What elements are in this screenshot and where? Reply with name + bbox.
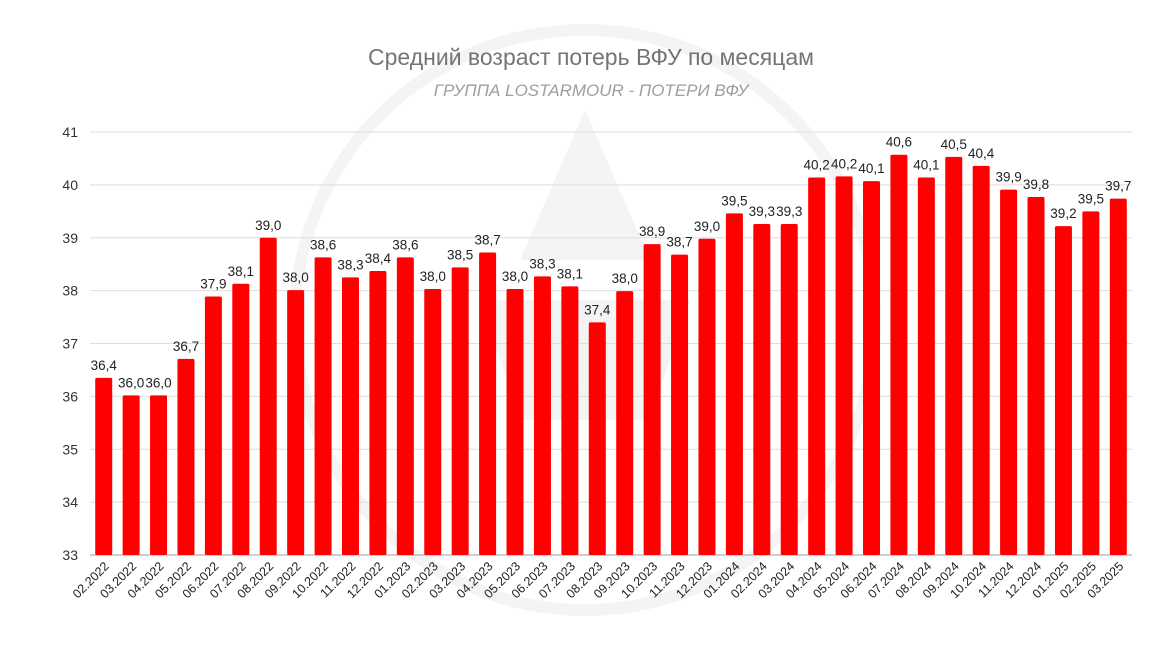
data-label: 39,8 [1023, 177, 1049, 192]
y-tick-label: 34 [62, 494, 78, 510]
y-tick-label: 36 [62, 388, 78, 404]
data-label: 36,0 [145, 375, 171, 390]
bar-02.2022 [95, 377, 113, 555]
y-tick-label: 39 [62, 230, 78, 246]
data-label: 36,0 [118, 375, 144, 390]
bar-06.2024 [863, 181, 880, 555]
data-label: 38,9 [639, 224, 665, 239]
bar-11.2024 [1000, 189, 1018, 556]
x-axis-ticks: 02.202203.202204.202205.202206.202207.20… [70, 559, 1126, 601]
data-label: 40,5 [941, 137, 967, 152]
data-label: 38,0 [420, 269, 446, 284]
bar-04.2023 [479, 252, 497, 555]
data-label: 38,0 [283, 270, 309, 285]
bars [95, 154, 1127, 556]
y-tick-label: 40 [62, 177, 78, 193]
data-label: 39,7 [1105, 179, 1131, 194]
data-label: 38,6 [310, 237, 336, 252]
data-label: 38,0 [502, 269, 528, 284]
chart-subtitle: ГРУППА LOSTARMOUR - ПОТЕРИ ВФУ [433, 81, 749, 100]
bar-01.2024 [725, 213, 743, 556]
data-label: 39,5 [721, 193, 747, 208]
bar-12.2024 [1027, 197, 1045, 555]
data-label: 39,5 [1078, 191, 1104, 206]
data-label: 39,0 [694, 219, 720, 234]
data-label: 38,3 [529, 256, 555, 271]
bar-05.2022 [177, 358, 195, 555]
data-label: 37,4 [584, 302, 611, 317]
data-label: 36,7 [173, 339, 199, 354]
data-label: 40,2 [831, 156, 857, 171]
bar-12.2022 [369, 271, 387, 555]
bar-10.2023 [643, 244, 661, 555]
data-label: 40,1 [913, 157, 939, 172]
bar-11.2023 [671, 254, 689, 556]
bar-03.2022 [122, 395, 140, 555]
data-label: 38,0 [612, 271, 638, 286]
bar-05.2024 [835, 176, 853, 556]
data-label: 38,4 [365, 251, 392, 266]
data-label: 38,5 [447, 247, 473, 262]
data-label: 40,4 [968, 146, 995, 161]
bar-01.2025 [1054, 226, 1072, 555]
bar-08.2024 [917, 177, 935, 555]
bar-07.2023 [561, 286, 579, 555]
data-label: 40,6 [886, 135, 912, 150]
bar-06.2023 [533, 276, 551, 555]
data-label: 39,2 [1050, 206, 1076, 221]
bar-09.2023 [616, 291, 634, 555]
bar-02.2025 [1082, 211, 1100, 555]
bar-09.2024 [945, 156, 963, 555]
bar-10.2022 [314, 257, 332, 555]
data-label: 39,9 [995, 170, 1021, 185]
data-labels: 36,436,0 36,036,737,938,139,038,038,638,3… [91, 135, 1132, 391]
data-label: 39,0 [255, 218, 281, 233]
bar-09.2022 [287, 290, 305, 555]
bar-04.2024 [808, 177, 826, 555]
y-tick-label: 38 [62, 283, 78, 299]
bar-11.2022 [342, 277, 359, 555]
bar-03.2024 [780, 224, 798, 555]
data-label: 39,3 [776, 204, 802, 219]
bar-06.2022 [204, 296, 222, 555]
chart-title: Средний возраст потерь ВФУ по месяцам [368, 44, 814, 70]
bar-02.2024 [753, 224, 771, 555]
data-label: 37,9 [200, 276, 226, 291]
data-label: 38,1 [557, 266, 583, 281]
bar-01.2023 [396, 257, 414, 555]
bar-12.2023 [698, 238, 716, 555]
y-tick-label: 37 [62, 336, 78, 352]
data-label: 40,1 [858, 161, 884, 176]
y-tick-label: 35 [62, 441, 78, 457]
bar-07.2022 [232, 283, 250, 555]
bar-05.2023 [506, 289, 524, 555]
y-tick-label: 33 [62, 547, 78, 563]
data-label: 40,2 [804, 157, 830, 172]
bar-03.2023 [451, 267, 469, 555]
bar-10.2024 [972, 165, 990, 555]
data-label: 36,4 [91, 358, 118, 373]
bar-08.2023 [588, 322, 606, 555]
bar-07.2024 [890, 154, 908, 555]
data-label: 38,1 [228, 264, 254, 279]
y-tick-label: 41 [62, 124, 78, 140]
bar-08.2022 [259, 237, 277, 555]
data-label: 38,3 [337, 257, 363, 272]
y-axis-ticks: 33 34 35 36 37 38 39 40 41 [62, 124, 78, 563]
bar-04.2022 [150, 395, 168, 555]
data-label: 38,7 [666, 235, 692, 250]
bar-02.2023 [424, 289, 442, 555]
data-label: 38,6 [392, 237, 418, 252]
data-label: 38,7 [474, 233, 500, 248]
bar-03.2025 [1109, 198, 1127, 555]
data-label: 39,3 [749, 204, 775, 219]
